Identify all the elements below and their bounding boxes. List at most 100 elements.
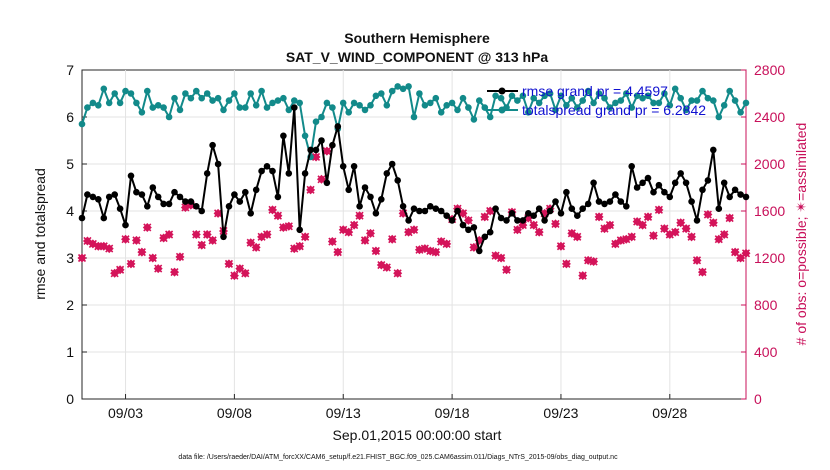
rmse-point — [671, 179, 679, 187]
obs-assimilated-point — [589, 257, 599, 267]
obs-assimilated-point — [692, 255, 702, 265]
rmse-point — [383, 170, 391, 177]
obs-assimilated-point — [469, 242, 479, 252]
rmse-point — [372, 210, 380, 217]
totalspread-point — [497, 94, 505, 102]
obs-point-cross — [273, 211, 283, 220]
y-left-tick-label: 7 — [66, 62, 74, 78]
y-right-tick-label: 2800 — [754, 62, 785, 78]
rmse-point — [677, 170, 684, 177]
rmse-point — [563, 188, 570, 196]
rmse-point — [530, 212, 537, 219]
totalspread-point — [535, 99, 543, 107]
obs-assimilated-point — [534, 227, 544, 237]
y-left-tick-label: 1 — [66, 344, 74, 360]
totalspread-point — [470, 116, 478, 123]
totalspread-point — [280, 94, 287, 102]
chart-title: Southern Hemisphere — [344, 30, 490, 46]
obs-point-cross — [170, 268, 179, 277]
legend-totalspread-label: totalspread grand pr = 6.2842 — [522, 102, 706, 118]
totalspread-point — [671, 85, 679, 93]
totalspread-point — [508, 92, 516, 100]
obs-point-cross — [703, 210, 712, 219]
totalspread-point — [236, 104, 244, 111]
obs-point-cross — [682, 224, 691, 233]
y-left-ticks: 0 1 2 3 4 5 6 7 — [66, 62, 87, 407]
obs-point-cross — [208, 236, 217, 245]
obs-assimilated-point — [578, 271, 588, 281]
legend-rmse-label: rmse grand pr = 4.4597 — [522, 83, 668, 99]
legend: rmse grand pr = 4.4597 totalspread grand… — [487, 83, 706, 118]
totalspread-point — [116, 99, 124, 107]
totalspread-point — [514, 97, 521, 104]
rmse-point — [416, 207, 423, 215]
obs-assimilated-point — [529, 220, 539, 230]
totalspread-point — [329, 104, 336, 111]
y-right-tick-label: 2400 — [754, 109, 785, 125]
totalspread-point — [383, 102, 391, 109]
obs-assimilated-point — [306, 185, 316, 195]
obs-assimilated-point — [371, 246, 381, 256]
obs-point-cross — [594, 212, 604, 221]
obs-point-cross — [284, 222, 293, 231]
obs-point-cross — [311, 152, 321, 162]
obs-point-cross — [578, 271, 587, 280]
totalspread-point — [312, 118, 320, 125]
rmse-point — [334, 123, 342, 130]
obs-point-cross — [692, 256, 702, 265]
totalspread-point — [176, 106, 184, 114]
x-tick-label: 09/13 — [326, 405, 361, 421]
totalspread-point — [633, 92, 641, 100]
rmse-point — [525, 210, 532, 217]
rmse-point — [459, 221, 467, 229]
obs-point-cross — [322, 147, 331, 156]
obs-point-cross — [165, 230, 174, 239]
rmse-point — [557, 210, 565, 217]
rmse-point — [116, 205, 124, 212]
rmse-point — [476, 247, 483, 255]
y-right-tick-label: 2000 — [754, 156, 785, 172]
totalspread-point — [693, 97, 701, 104]
rmse-point — [312, 146, 320, 154]
obs-point-cross — [366, 229, 375, 238]
obs-assimilated-point — [643, 212, 653, 222]
obs-point-cross — [350, 221, 359, 230]
obs-point-cross — [431, 248, 440, 257]
totalspread-point — [209, 97, 216, 104]
totalspread-point — [252, 102, 260, 109]
rmse-point — [427, 203, 434, 210]
obs-point-cross — [469, 243, 478, 252]
x-tick-label: 09/18 — [435, 405, 470, 421]
totalspread-point — [525, 109, 532, 116]
rmse-point — [639, 179, 646, 187]
obs-assimilated-point — [382, 262, 392, 272]
totalspread-point — [486, 113, 494, 121]
rmse-point — [242, 188, 249, 196]
totalspread-point — [95, 102, 102, 109]
obs-assimilated-point — [208, 235, 218, 245]
totalspread-point — [100, 85, 108, 93]
totalspread-point — [568, 94, 576, 102]
totalspread-point — [606, 104, 614, 111]
totalspread-point — [198, 94, 205, 102]
obs-assimilated-point — [229, 271, 239, 281]
totalspread-point — [171, 94, 178, 102]
rmse-point — [214, 160, 222, 168]
totalspread-point — [737, 109, 744, 116]
obs-assimilated-point — [126, 259, 136, 269]
obs-point-cross — [105, 244, 114, 253]
x-ticks: 09/03 09/08 09/13 09/18 09/23 09/28 — [108, 394, 688, 421]
rmse-point — [95, 196, 102, 203]
obs-assimilated-point — [605, 220, 615, 230]
obs-point-cross — [382, 263, 391, 272]
obs-assimilated-point — [365, 228, 375, 238]
obs-assimilated-point — [77, 253, 87, 263]
obs-point-cross — [137, 248, 146, 257]
obs-assimilated-point — [197, 240, 207, 250]
rmse-point — [661, 188, 668, 196]
rmse-point — [203, 170, 211, 177]
totalspread-point — [644, 92, 652, 100]
totalspread-point — [105, 99, 113, 107]
rmse-point — [486, 228, 494, 236]
rmse-point — [546, 207, 554, 215]
